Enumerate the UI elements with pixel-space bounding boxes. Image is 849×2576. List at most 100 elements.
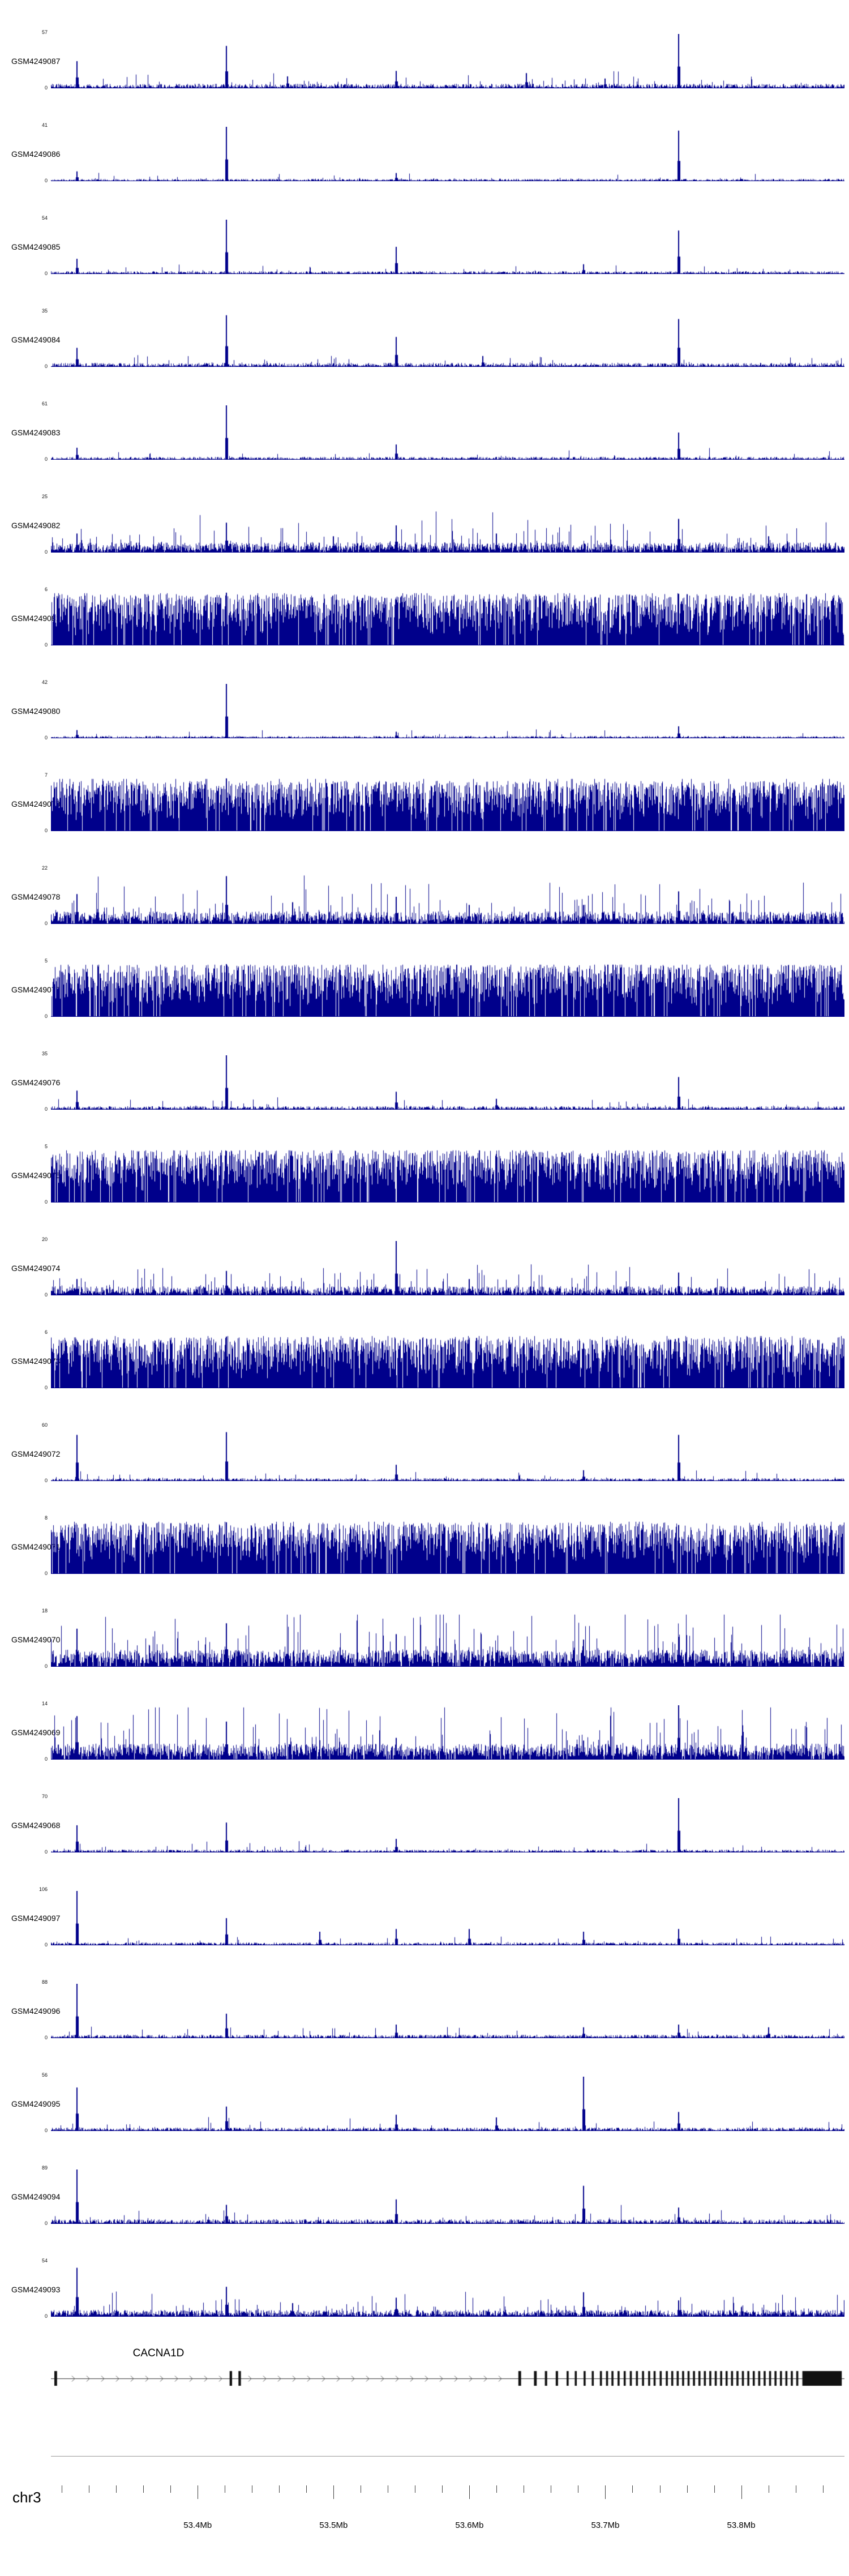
track-label: GSM4249074	[11, 1264, 61, 1273]
y-axis-zero-label: 0	[44, 549, 48, 555]
signal-track-row: GSM4249096 88 0	[0, 1967, 849, 2060]
track-label: GSM4249095	[11, 2099, 61, 2108]
track-label: GSM4249070	[11, 1635, 61, 1644]
track-label: GSM4249071	[11, 1542, 61, 1551]
signal-track-row: GSM4249073 6 0	[0, 1317, 849, 1410]
y-axis-zero-label: 0	[44, 1013, 48, 1019]
track-label: GSM4249094	[11, 2192, 61, 2201]
axis-major-tick	[333, 2485, 335, 2499]
axis-tick-label: 53.4Mb	[183, 2521, 212, 2530]
y-axis-zero-label: 0	[44, 921, 48, 926]
y-axis-zero-label: 0	[44, 2128, 48, 2133]
track-label: GSM4249085	[11, 242, 61, 251]
signal-canvas	[51, 1055, 844, 1110]
signal-canvas	[51, 1520, 844, 1574]
signal-track-row: GSM4249076 35 0	[0, 1038, 849, 1131]
chromosome-label: chr3	[12, 2489, 41, 2506]
y-axis-max-label: 14	[41, 1701, 48, 1706]
signal-canvas	[51, 220, 844, 274]
axis-minor-tick	[822, 2485, 824, 2493]
axis-tick-label: 53.7Mb	[591, 2521, 620, 2530]
y-axis-zero-label: 0	[44, 363, 48, 369]
y-axis-zero-label: 0	[44, 1942, 48, 1948]
signal-canvas	[51, 34, 844, 88]
signal-canvas	[51, 1798, 844, 1852]
axis-minor-tick	[170, 2485, 171, 2493]
y-axis-max-label: 42	[41, 679, 48, 685]
signal-track-row: GSM4249086 41 0	[0, 110, 849, 203]
axis-minor-tick	[306, 2485, 307, 2493]
track-label: GSM4249068	[11, 1821, 61, 1830]
track-label: GSM4249076	[11, 1078, 61, 1087]
signal-track-row: GSM4249082 25 0	[0, 481, 849, 574]
y-axis-zero-label: 0	[44, 2220, 48, 2226]
y-axis-max-label: 5	[44, 1144, 48, 1149]
signal-canvas	[51, 962, 844, 1017]
y-axis-zero-label: 0	[44, 1756, 48, 1762]
y-axis-max-label: 35	[41, 1051, 48, 1056]
y-axis-max-label: 70	[41, 1794, 48, 1799]
signal-canvas	[51, 2077, 844, 2131]
axis-minor-tick	[632, 2485, 633, 2493]
signal-track-row: GSM4249097 106 0	[0, 1874, 849, 1967]
signal-track-row: GSM4249087 57 0	[0, 17, 849, 110]
y-axis-zero-label: 0	[44, 1199, 48, 1205]
y-axis-max-label: 35	[41, 308, 48, 314]
signal-track-row: GSM4249072 60 0	[0, 1410, 849, 1503]
axis-tick-label: 53.6Mb	[455, 2521, 484, 2530]
signal-canvas	[51, 1612, 844, 1667]
gene-model-canvas	[51, 2365, 844, 2391]
y-axis-max-label: 54	[41, 215, 48, 221]
y-axis-max-label: 25	[41, 494, 48, 499]
axis-major-tick	[469, 2485, 470, 2499]
signal-canvas	[51, 684, 844, 738]
axis-minor-tick	[279, 2485, 280, 2493]
axis-minor-tick	[659, 2485, 661, 2493]
signal-track-row: GSM4249079 7 0	[0, 760, 849, 853]
signal-track-row: GSM4249093 54 0	[0, 2245, 849, 2338]
y-axis-max-label: 8	[44, 1515, 48, 1521]
y-axis-zero-label: 0	[44, 1571, 48, 1576]
y-axis-zero-label: 0	[44, 456, 48, 462]
y-axis-max-label: 89	[41, 2165, 48, 2171]
signal-track-row: GSM4249084 35 0	[0, 296, 849, 388]
y-axis-zero-label: 0	[44, 271, 48, 276]
signal-canvas	[51, 591, 844, 645]
track-label: GSM4249093	[11, 2285, 61, 2294]
y-axis-max-label: 20	[41, 1236, 48, 1242]
track-label: GSM4249081	[11, 614, 61, 623]
track-label: GSM4249097	[11, 1914, 61, 1923]
y-axis-zero-label: 0	[44, 1106, 48, 1112]
signal-canvas	[51, 2262, 844, 2317]
axis-tick-label: 53.8Mb	[727, 2521, 756, 2530]
signal-canvas	[51, 1241, 844, 1295]
y-axis-max-label: 54	[41, 2258, 48, 2263]
y-axis-zero-label: 0	[44, 1849, 48, 1855]
y-axis-max-label: 6	[44, 1329, 48, 1335]
y-axis-max-label: 7	[44, 772, 48, 778]
signal-canvas	[51, 1427, 844, 1481]
y-axis-max-label: 5	[44, 958, 48, 964]
signal-track-row: GSM4249068 70 0	[0, 1781, 849, 1874]
y-axis-zero-label: 0	[44, 2035, 48, 2040]
signal-canvas	[51, 498, 844, 553]
axis-major-tick	[741, 2485, 742, 2499]
y-axis-zero-label: 0	[44, 1478, 48, 1483]
y-axis-zero-label: 0	[44, 2313, 48, 2319]
track-label: GSM4249073	[11, 1357, 61, 1366]
y-axis-max-label: 6	[44, 587, 48, 592]
track-label: GSM4249096	[11, 2006, 61, 2016]
signal-track-row: GSM4249080 42 0	[0, 667, 849, 760]
axis-minor-tick	[714, 2485, 715, 2493]
signal-track-row: GSM4249081 6 0	[0, 574, 849, 667]
signal-track-row: GSM4249071 8 0	[0, 1503, 849, 1595]
track-label: GSM4249082	[11, 521, 61, 530]
signal-canvas	[51, 2170, 844, 2224]
signal-canvas	[51, 777, 844, 831]
track-label: GSM4249075	[11, 1171, 61, 1180]
y-axis-zero-label: 0	[44, 735, 48, 741]
gene-title: CACNA1D	[132, 2347, 185, 2359]
axis-minor-tick	[116, 2485, 117, 2493]
y-axis-zero-label: 0	[44, 85, 48, 91]
signal-track-row: GSM4249078 22 0	[0, 853, 849, 945]
